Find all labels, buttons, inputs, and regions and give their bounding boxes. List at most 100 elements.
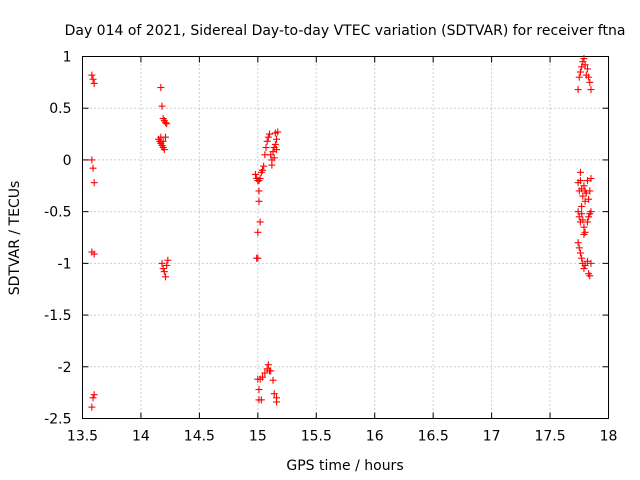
data-point	[583, 218, 591, 226]
data-point	[581, 261, 589, 269]
data-point	[164, 256, 172, 264]
data-point	[161, 119, 169, 127]
y-tick-label: -1.5	[44, 308, 71, 324]
data-point	[583, 257, 591, 265]
x-tick-label: 17.5	[534, 429, 565, 445]
x-tick-label: 14.5	[184, 429, 215, 445]
data-point	[580, 55, 588, 63]
data-point	[163, 120, 171, 128]
chart-title: Day 014 of 2021, Sidereal Day-to-day VTE…	[65, 23, 626, 39]
data-point	[256, 175, 264, 183]
x-tick-label: 15	[249, 429, 267, 445]
data-point	[270, 154, 278, 162]
data-point	[587, 86, 595, 94]
data-point	[90, 250, 98, 258]
data-point	[581, 197, 589, 205]
data-point	[574, 208, 582, 216]
axis-ticks	[82, 56, 609, 419]
data-point	[266, 130, 274, 138]
data-point	[587, 175, 595, 183]
data-point	[271, 129, 279, 137]
data-point	[160, 268, 168, 276]
data-point	[586, 78, 594, 86]
data-point	[574, 86, 582, 94]
data-point	[259, 166, 267, 174]
data-point	[580, 223, 588, 231]
data-point	[578, 254, 586, 262]
y-tick-label: 1	[63, 50, 72, 66]
x-tick-labels: 13.5 14 14.5 15 15.5 16 16.5 17 17.5 18	[67, 429, 618, 445]
data-point	[587, 259, 595, 267]
y-tick-labels: 1 0.5 0 -0.5 -1 -1.5 -2 -2.5	[44, 50, 71, 428]
data-point	[579, 192, 587, 200]
x-tick-label: 15.5	[301, 429, 332, 445]
data-point	[254, 228, 262, 236]
data-point	[159, 265, 167, 273]
data-point	[255, 386, 263, 394]
y-tick-label: -0.5	[44, 205, 71, 221]
data-point	[90, 179, 98, 187]
data-point	[90, 391, 98, 399]
y-tick-label: -2	[58, 360, 72, 376]
data-point	[578, 210, 586, 218]
data-point	[582, 71, 590, 79]
x-tick-label: 17	[483, 429, 501, 445]
data-point	[159, 137, 167, 145]
data-point	[260, 162, 268, 170]
data-point	[583, 65, 591, 73]
data-point	[269, 148, 277, 156]
data-point	[580, 265, 588, 273]
data-point	[267, 367, 275, 375]
data-point	[576, 168, 584, 176]
y-tick-label: -2.5	[44, 412, 71, 428]
data-point	[161, 133, 169, 141]
grid-lines	[82, 56, 609, 419]
data-point	[576, 249, 584, 257]
data-point	[264, 361, 272, 369]
data-point	[89, 75, 97, 83]
y-tick-label: 0.5	[49, 101, 71, 117]
data-point	[575, 244, 583, 252]
x-tick-label: 18	[600, 429, 618, 445]
data-point	[257, 396, 265, 404]
data-point	[580, 230, 588, 238]
x-tick-label: 13.5	[67, 429, 98, 445]
data-point	[158, 259, 166, 267]
data-point	[273, 146, 281, 154]
x-tick-label: 16	[366, 429, 384, 445]
data-point	[578, 202, 586, 210]
data-point	[158, 102, 166, 110]
data-point	[262, 144, 270, 152]
data-point	[580, 182, 588, 190]
data-point	[254, 254, 262, 262]
data-point	[251, 170, 259, 178]
x-axis-label: GPS time / hours	[286, 458, 403, 474]
data-point	[161, 273, 169, 281]
data-point	[259, 373, 267, 381]
data-point	[261, 151, 269, 159]
x-tick-label: 16.5	[418, 429, 449, 445]
data-point	[88, 156, 96, 164]
y-tick-label: 0	[63, 153, 72, 169]
data-point	[88, 71, 96, 79]
data-point	[157, 84, 165, 92]
data-point	[576, 68, 584, 76]
data-point	[575, 73, 583, 81]
data-point	[587, 208, 595, 216]
data-point	[586, 272, 594, 280]
data-point	[268, 161, 276, 169]
data-point	[579, 216, 587, 224]
data-point	[160, 146, 168, 154]
x-tick-label: 14	[132, 429, 150, 445]
data-point	[583, 177, 591, 185]
data-point	[89, 164, 97, 172]
data-point	[261, 369, 269, 377]
data-point	[89, 394, 97, 402]
data-points	[88, 55, 595, 411]
data-point	[270, 390, 278, 398]
plot-frame	[82, 56, 609, 419]
data-point	[585, 213, 593, 221]
data-point	[264, 133, 272, 141]
data-point	[581, 187, 589, 195]
